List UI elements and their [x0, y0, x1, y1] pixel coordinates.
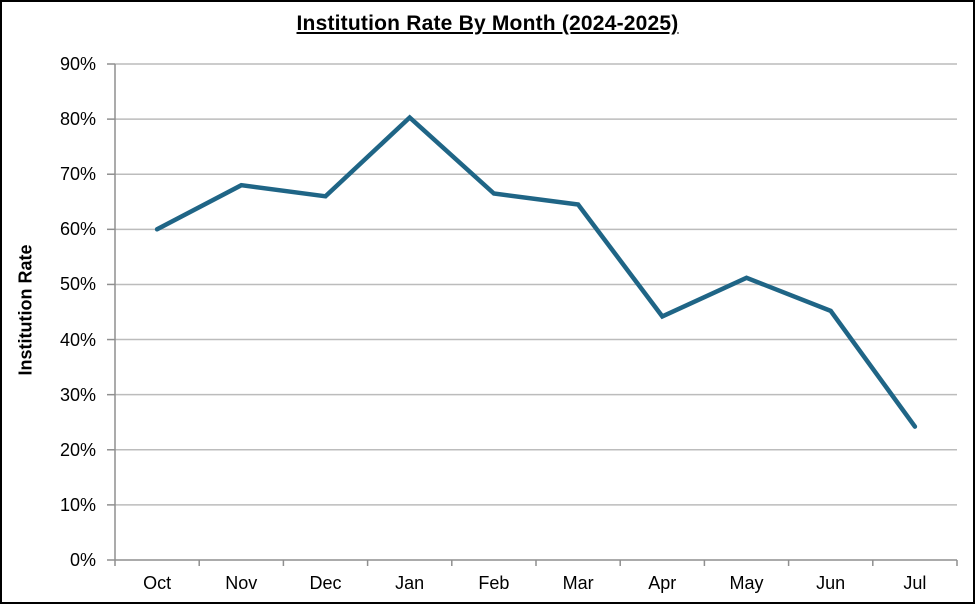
series-line-institution-rate: [154, 114, 918, 429]
chart-title: Institution Rate By Month (2024-2025): [296, 12, 679, 35]
